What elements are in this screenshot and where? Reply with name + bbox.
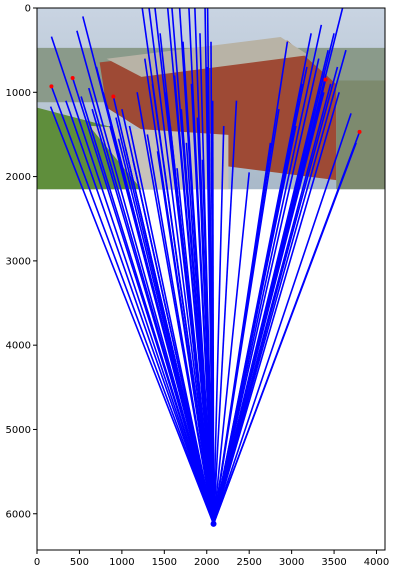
y-tick-label: 4000 bbox=[6, 341, 31, 352]
x-tick-label: 0 bbox=[34, 557, 40, 568]
series-line-13 bbox=[109, 125, 215, 525]
series-line-74 bbox=[212, 49, 347, 525]
line-series-group bbox=[49, 8, 361, 525]
series-line-2 bbox=[50, 36, 215, 525]
y-tick-label: 3000 bbox=[6, 256, 31, 267]
series-line-55 bbox=[212, 172, 250, 524]
series-line-46 bbox=[201, 159, 215, 524]
x-tick-label: 500 bbox=[70, 557, 89, 568]
feature-points-group bbox=[49, 75, 362, 527]
series-line-54 bbox=[212, 100, 238, 524]
feature-point-1 bbox=[70, 75, 75, 80]
series-line-53 bbox=[212, 125, 225, 524]
series-line-5 bbox=[80, 96, 215, 525]
series-line-77 bbox=[212, 131, 361, 525]
photo-brick-building bbox=[99, 40, 337, 181]
feature-point-3 bbox=[323, 77, 328, 82]
series-line-25 bbox=[148, 8, 215, 524]
x-tick-label: 1500 bbox=[152, 557, 177, 568]
x-tick-label: 4000 bbox=[364, 557, 389, 568]
x-tick-label: 3000 bbox=[279, 557, 304, 568]
series-line-36 bbox=[176, 168, 215, 524]
series-line-40 bbox=[185, 142, 215, 524]
series-line-3 bbox=[65, 100, 215, 525]
series-line-58 bbox=[212, 41, 289, 524]
x-tick-label: 2500 bbox=[236, 557, 261, 568]
feature-point-2 bbox=[111, 94, 116, 99]
y-tick-label: 5000 bbox=[6, 425, 31, 436]
x-tick-label: 3500 bbox=[321, 557, 346, 568]
feature-point-4 bbox=[357, 129, 362, 134]
feature-point-0 bbox=[49, 84, 54, 89]
x-tick-label: 1000 bbox=[109, 557, 134, 568]
origin-marker bbox=[210, 520, 217, 527]
series-line-52 bbox=[211, 100, 215, 524]
series-line-62 bbox=[212, 33, 312, 525]
series-line-75 bbox=[212, 113, 352, 525]
series-line-20 bbox=[132, 159, 215, 525]
x-tick-label: 2000 bbox=[194, 557, 219, 568]
y-tick-label: 1000 bbox=[6, 88, 31, 99]
series-line-73 bbox=[212, 8, 344, 525]
series-line-30 bbox=[161, 180, 215, 524]
y-tick-label: 6000 bbox=[6, 509, 31, 520]
series-line-8 bbox=[91, 108, 215, 525]
series-line-72 bbox=[212, 92, 340, 525]
series-line-0 bbox=[50, 86, 215, 525]
y-axis: 0 1000 2000 3000 4000 5000 6000 bbox=[6, 4, 37, 520]
y-tick-label: 2000 bbox=[6, 172, 31, 183]
axes-frame bbox=[36, 7, 386, 551]
x-axis: 0 500 1000 1500 2000 2500 3000 3500 4000 bbox=[34, 550, 389, 568]
series-line-65 bbox=[212, 24, 323, 525]
series-line-24 bbox=[146, 134, 215, 525]
y-tick-label: 0 bbox=[25, 4, 31, 15]
series-line-1 bbox=[49, 106, 215, 525]
